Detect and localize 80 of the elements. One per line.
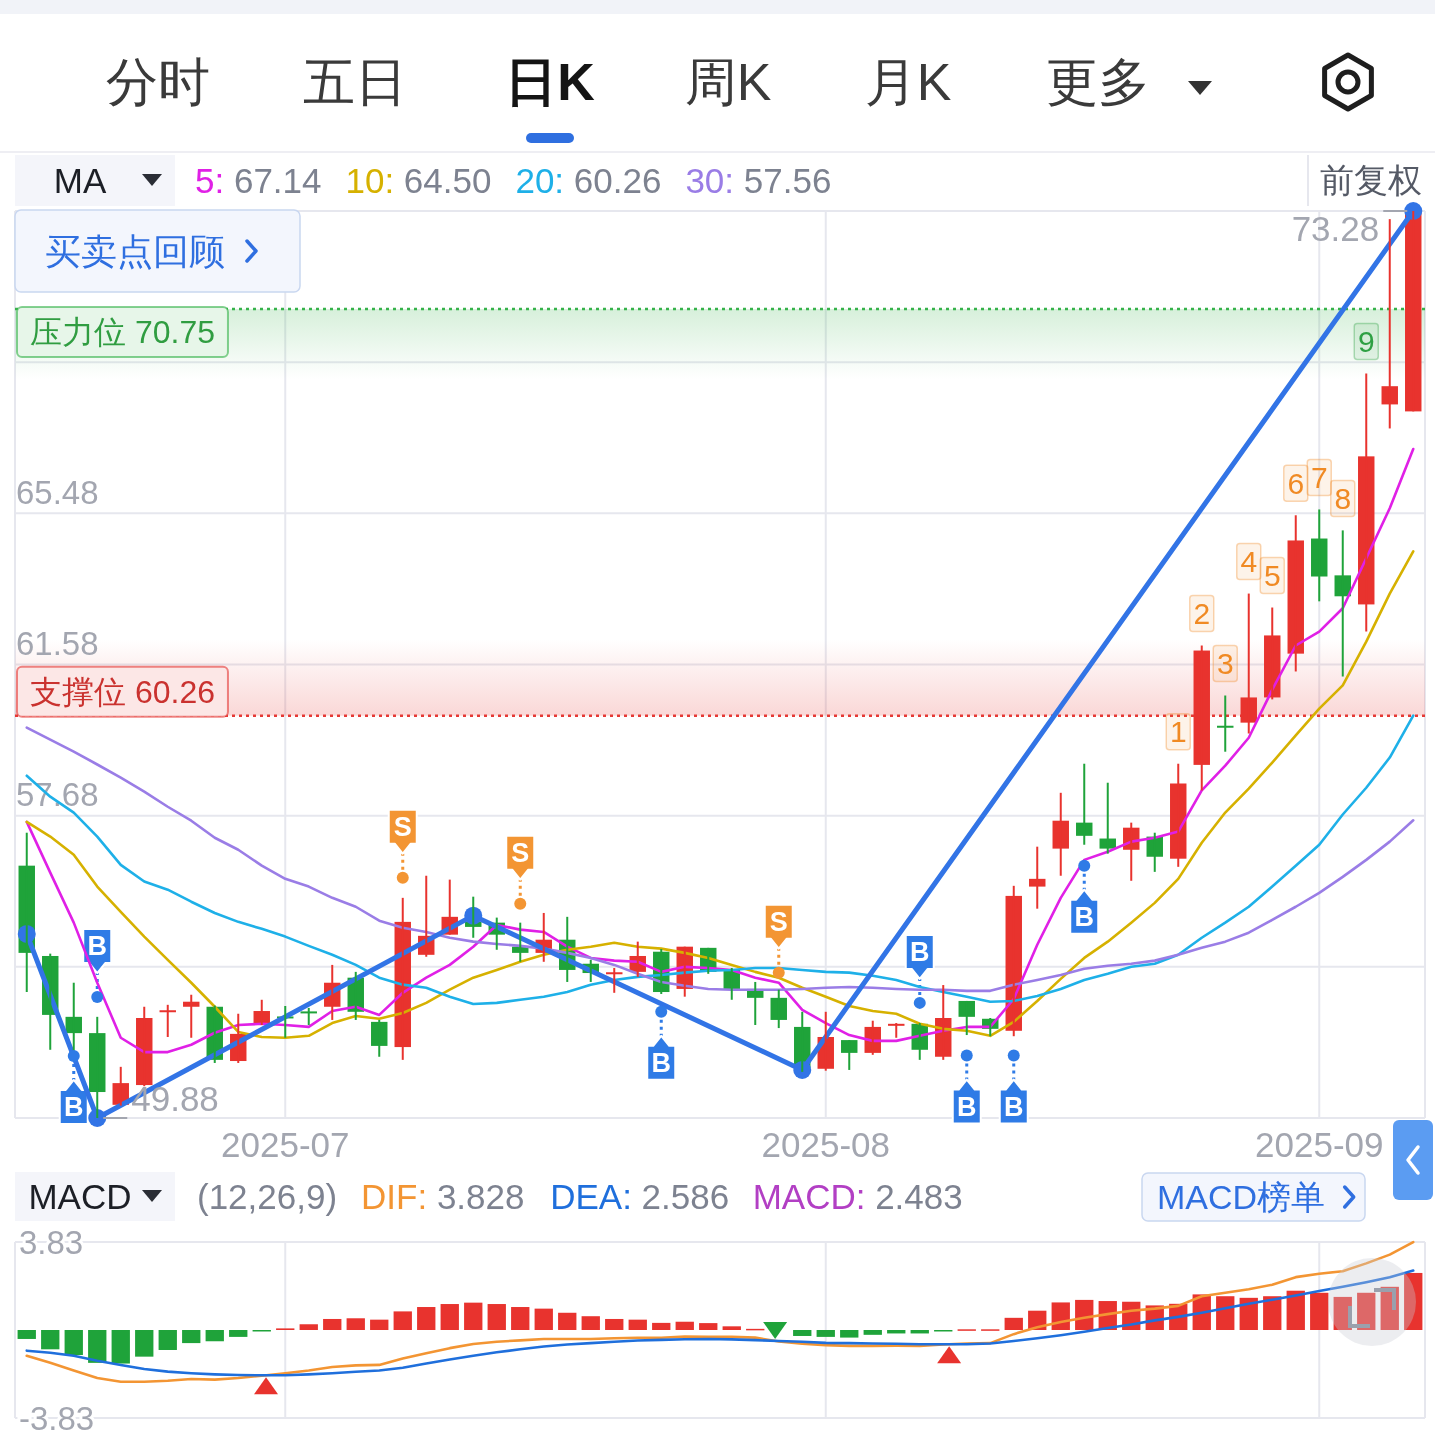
ref-line-label: 压力位 70.75 — [30, 314, 215, 351]
bar — [135, 1330, 154, 1357]
chart-subtitle: (12,26,9) — [197, 1176, 338, 1216]
bar — [1051, 1302, 1070, 1330]
data-label: B — [87, 931, 107, 962]
bar — [581, 1316, 600, 1330]
text: 更多 — [1046, 53, 1150, 111]
text: DEA: 2.586 — [550, 1176, 730, 1216]
bar — [722, 1326, 741, 1330]
bar — [41, 1330, 60, 1350]
bar — [1263, 1296, 1282, 1330]
text: 月K — [864, 53, 952, 111]
text: 30: 57.56 — [685, 160, 832, 200]
bar — [793, 1330, 812, 1336]
text: DIF: 3.828 — [361, 1176, 525, 1216]
bar — [182, 1330, 201, 1344]
bar — [417, 1307, 436, 1330]
bar — [440, 1304, 459, 1330]
bar — [229, 1330, 248, 1337]
bar — [863, 1330, 882, 1335]
bar — [299, 1324, 318, 1330]
y-tick-label: 3.83 — [19, 1223, 84, 1261]
bar — [558, 1312, 577, 1330]
text: MACD榜单 — [1157, 1178, 1326, 1216]
x-tick-label: 2025-07 — [221, 1124, 350, 1164]
bar — [370, 1319, 389, 1330]
x-tick-label: 2025-08 — [761, 1124, 890, 1164]
chart-title: MACD — [28, 1176, 132, 1216]
x-tick-label: 2025-09 — [1255, 1124, 1384, 1164]
bar — [534, 1308, 553, 1330]
bar — [628, 1319, 647, 1330]
bar — [605, 1318, 624, 1330]
bar — [17, 1330, 36, 1339]
text: 日K — [505, 53, 596, 111]
bar — [816, 1330, 835, 1337]
data-label: B — [957, 1091, 977, 1122]
bar — [699, 1323, 718, 1330]
bar — [64, 1330, 83, 1356]
bar — [1286, 1290, 1305, 1330]
bar — [840, 1330, 859, 1338]
data-label: S — [511, 837, 530, 868]
bar — [511, 1307, 530, 1330]
data-label: S — [393, 811, 412, 842]
bar — [487, 1304, 506, 1330]
y-tick-label: 61.58 — [16, 625, 99, 662]
annotation: 49.88 — [131, 1078, 219, 1118]
data-label: S — [769, 906, 788, 937]
bar — [158, 1330, 177, 1350]
data-label: B — [1004, 1091, 1024, 1122]
text: 五日 — [303, 53, 407, 111]
data-label: B — [1074, 901, 1094, 932]
text: MACD: 2.483 — [752, 1176, 963, 1216]
bar — [323, 1318, 342, 1330]
annotation: 73.28 — [1291, 208, 1380, 248]
bar — [205, 1330, 224, 1342]
text: 分时 — [106, 53, 210, 111]
y-tick-label: -3.83 — [19, 1399, 95, 1437]
chart-title: MA — [53, 160, 107, 200]
bar — [1216, 1296, 1235, 1330]
text: 5: 67.14 — [195, 160, 322, 200]
bar — [464, 1302, 483, 1330]
bar — [675, 1321, 694, 1330]
bar — [1404, 1272, 1423, 1330]
ref-line-label: 支撑位 60.26 — [30, 673, 215, 710]
text: 10: 64.50 — [345, 160, 492, 200]
bar — [1310, 1292, 1329, 1330]
data-label: B — [651, 1047, 671, 1078]
data-label: B — [910, 936, 930, 967]
bar — [88, 1330, 107, 1363]
y-tick-label: 65.48 — [16, 473, 99, 511]
data-label: B — [64, 1091, 84, 1122]
bar — [393, 1311, 412, 1330]
annotation: 买卖点回顾 — [45, 230, 225, 272]
text: 20: 60.26 — [515, 160, 662, 200]
bar — [1004, 1317, 1023, 1330]
bar — [346, 1318, 365, 1330]
bar — [111, 1330, 130, 1364]
bar — [652, 1322, 671, 1330]
text: 周K — [684, 53, 772, 111]
text: 前复权 — [1320, 161, 1422, 199]
